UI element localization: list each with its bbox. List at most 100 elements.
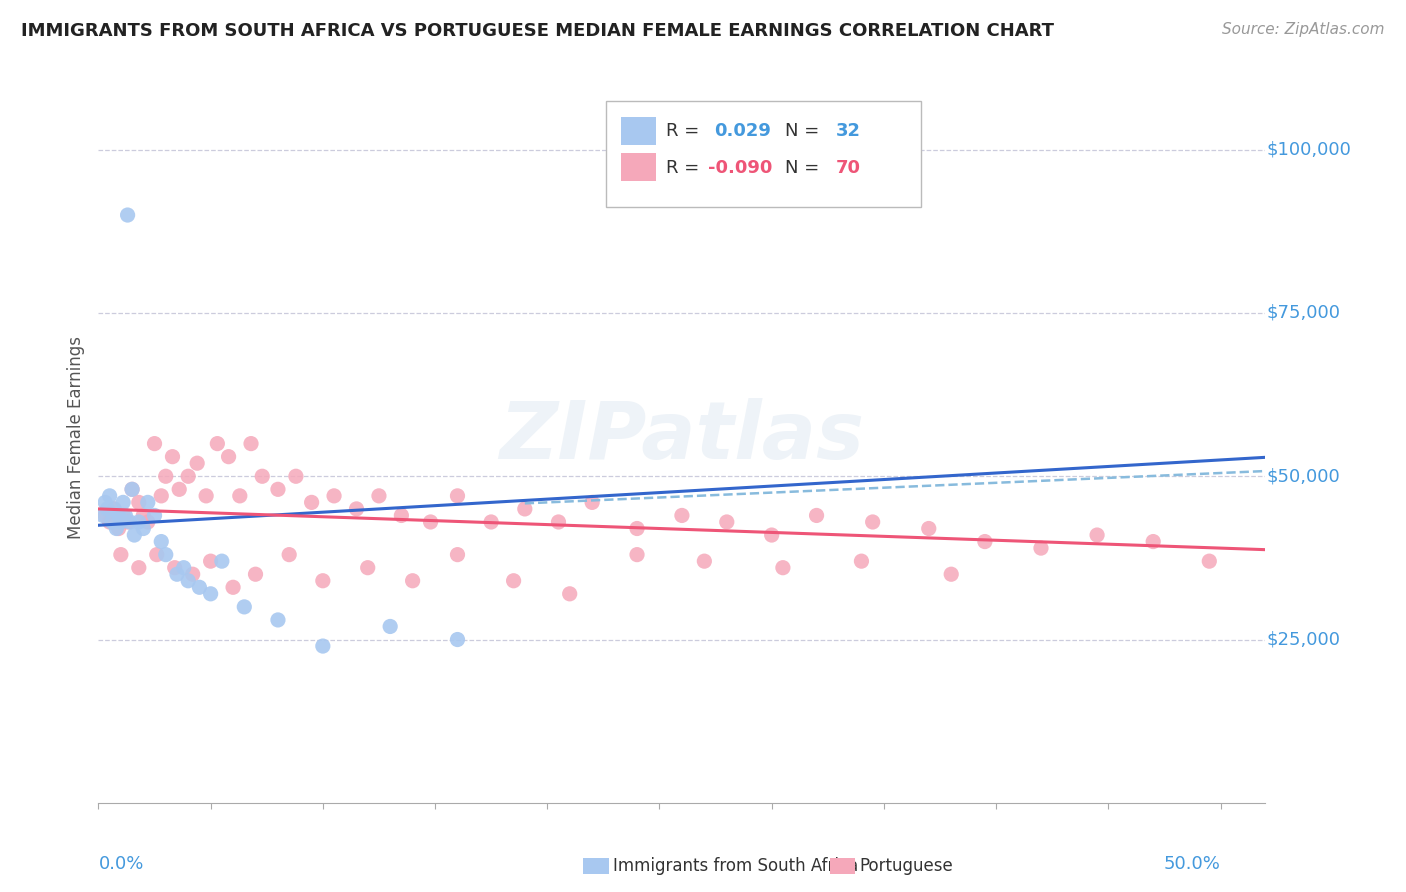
- Point: [547, 515, 569, 529]
- Text: $100,000: $100,000: [1267, 141, 1351, 159]
- Point: [207, 436, 229, 450]
- Point: [124, 528, 146, 542]
- Point: [1029, 541, 1052, 555]
- Text: N =: N =: [785, 159, 824, 177]
- Point: [851, 554, 873, 568]
- Text: $75,000: $75,000: [1267, 304, 1340, 322]
- Point: [177, 574, 200, 588]
- Point: [233, 599, 256, 614]
- Point: [973, 534, 995, 549]
- Point: [446, 548, 468, 562]
- Point: [110, 515, 132, 529]
- Point: [419, 515, 441, 529]
- Point: [128, 560, 150, 574]
- Point: [117, 208, 139, 222]
- Point: [267, 483, 290, 497]
- Y-axis label: Median Female Earnings: Median Female Earnings: [66, 335, 84, 539]
- Text: $25,000: $25,000: [1267, 631, 1340, 648]
- Point: [98, 489, 121, 503]
- Point: [128, 495, 150, 509]
- Point: [401, 574, 423, 588]
- Point: [94, 495, 117, 509]
- Point: [195, 489, 218, 503]
- Text: Portuguese: Portuguese: [859, 857, 953, 875]
- Point: [128, 515, 150, 529]
- Point: [200, 554, 222, 568]
- Text: Immigrants from South Africa: Immigrants from South Africa: [613, 857, 858, 875]
- Point: [772, 560, 794, 574]
- Point: [112, 495, 135, 509]
- Point: [150, 489, 173, 503]
- Point: [1142, 534, 1164, 549]
- Point: [284, 469, 307, 483]
- Bar: [621, 153, 657, 181]
- Point: [112, 508, 135, 523]
- Point: [389, 508, 412, 523]
- Point: [479, 515, 502, 529]
- Point: [91, 508, 114, 523]
- Point: [806, 508, 828, 523]
- Point: [181, 567, 204, 582]
- Text: R =: R =: [665, 122, 704, 140]
- FancyBboxPatch shape: [606, 101, 921, 207]
- Point: [211, 554, 233, 568]
- Point: [693, 554, 716, 568]
- Point: [312, 639, 335, 653]
- Point: [513, 502, 536, 516]
- Point: [502, 574, 524, 588]
- Point: [278, 548, 301, 562]
- Point: [626, 548, 648, 562]
- Point: [1198, 554, 1220, 568]
- Point: [121, 483, 143, 497]
- Point: [581, 495, 603, 509]
- Point: [110, 548, 132, 562]
- Text: 70: 70: [837, 159, 860, 177]
- Point: [218, 450, 240, 464]
- Point: [107, 508, 129, 523]
- Point: [240, 436, 263, 450]
- Point: [143, 436, 166, 450]
- Point: [98, 515, 121, 529]
- Point: [368, 489, 391, 503]
- Text: N =: N =: [785, 122, 824, 140]
- Point: [446, 489, 468, 503]
- Point: [267, 613, 290, 627]
- Point: [132, 521, 155, 535]
- Point: [188, 580, 211, 594]
- Point: [155, 548, 177, 562]
- Point: [136, 495, 159, 509]
- Text: ZIPatlas: ZIPatlas: [499, 398, 865, 476]
- Point: [167, 483, 190, 497]
- Point: [146, 548, 169, 562]
- Point: [558, 587, 581, 601]
- Text: R =: R =: [665, 159, 704, 177]
- Point: [941, 567, 963, 582]
- Point: [186, 456, 208, 470]
- Point: [200, 587, 222, 601]
- Point: [312, 574, 335, 588]
- Point: [117, 515, 139, 529]
- Point: [103, 502, 125, 516]
- Point: [222, 580, 245, 594]
- Text: 50.0%: 50.0%: [1164, 855, 1220, 873]
- Text: $50,000: $50,000: [1267, 467, 1340, 485]
- Point: [346, 502, 368, 516]
- Point: [136, 515, 159, 529]
- Point: [626, 521, 648, 535]
- Text: 0.029: 0.029: [714, 122, 772, 140]
- Text: Source: ZipAtlas.com: Source: ZipAtlas.com: [1222, 22, 1385, 37]
- Point: [245, 567, 267, 582]
- Point: [380, 619, 402, 633]
- Bar: [621, 117, 657, 145]
- Point: [121, 483, 143, 497]
- Text: -0.090: -0.090: [707, 159, 772, 177]
- Point: [103, 502, 125, 516]
- Point: [918, 521, 941, 535]
- Point: [114, 508, 136, 523]
- Point: [357, 560, 380, 574]
- Point: [101, 515, 124, 529]
- Point: [716, 515, 738, 529]
- Point: [105, 521, 128, 535]
- Point: [301, 495, 323, 509]
- Point: [177, 469, 200, 483]
